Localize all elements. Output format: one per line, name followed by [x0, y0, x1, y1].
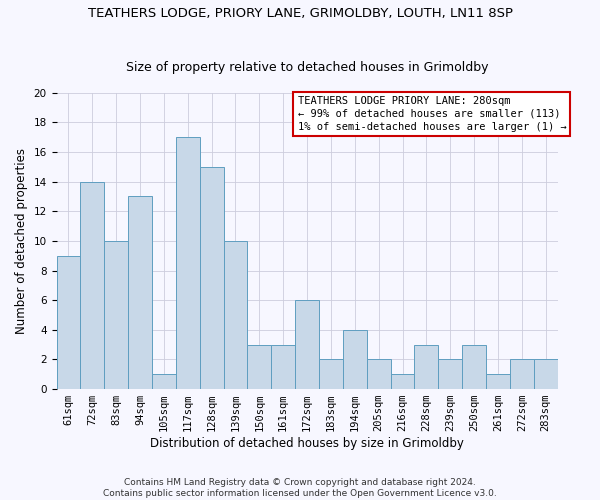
Bar	[295, 300, 319, 389]
Bar	[271, 344, 295, 389]
Bar	[128, 196, 152, 389]
Text: Contains HM Land Registry data © Crown copyright and database right 2024.
Contai: Contains HM Land Registry data © Crown c…	[103, 478, 497, 498]
Bar	[104, 241, 128, 389]
X-axis label: Distribution of detached houses by size in Grimoldby: Distribution of detached houses by size …	[150, 437, 464, 450]
Bar	[439, 360, 462, 389]
Bar	[391, 374, 415, 389]
Title: Size of property relative to detached houses in Grimoldby: Size of property relative to detached ho…	[126, 60, 488, 74]
Bar	[534, 360, 557, 389]
Y-axis label: Number of detached properties: Number of detached properties	[15, 148, 28, 334]
Bar	[462, 344, 486, 389]
Bar	[247, 344, 271, 389]
Bar	[80, 182, 104, 389]
Bar	[319, 360, 343, 389]
Bar	[486, 374, 510, 389]
Bar	[510, 360, 534, 389]
Text: TEATHERS LODGE, PRIORY LANE, GRIMOLDBY, LOUTH, LN11 8SP: TEATHERS LODGE, PRIORY LANE, GRIMOLDBY, …	[88, 8, 512, 20]
Text: TEATHERS LODGE PRIORY LANE: 280sqm
← 99% of detached houses are smaller (113)
1%: TEATHERS LODGE PRIORY LANE: 280sqm ← 99%…	[298, 96, 566, 132]
Bar	[152, 374, 176, 389]
Bar	[224, 241, 247, 389]
Bar	[176, 137, 200, 389]
Bar	[367, 360, 391, 389]
Bar	[56, 256, 80, 389]
Bar	[200, 167, 224, 389]
Bar	[343, 330, 367, 389]
Bar	[415, 344, 439, 389]
